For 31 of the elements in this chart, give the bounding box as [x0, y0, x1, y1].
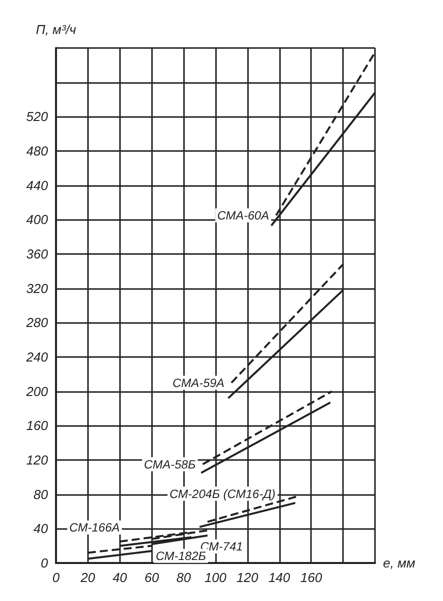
y-tick-label: 80: [34, 486, 49, 502]
series-label: СМ-166А: [69, 520, 120, 535]
y-tick-label: 40: [34, 521, 49, 536]
y-tick-label: 520: [26, 109, 49, 124]
y-tick-label: 360: [26, 246, 49, 262]
x-tick-label: 20: [80, 570, 96, 585]
x-tick-label: 80: [176, 570, 192, 585]
x-tick-label: 60: [144, 570, 160, 585]
y-axis-title: П, м³/ч: [36, 22, 76, 37]
series-label: СМА-58Б: [144, 457, 196, 472]
x-tick-label: 140: [268, 570, 291, 585]
x-tick-label: 120: [236, 570, 260, 585]
x-axis-title: е, мм: [383, 556, 416, 570]
y-tick-label: 480: [26, 144, 49, 158]
series-label: СМА-59А: [172, 376, 224, 390]
series-label: СМА-60А: [217, 208, 270, 222]
x-tick-label: 160: [300, 570, 323, 585]
series-label: СМ-204Б (СМ16-Д): [170, 486, 276, 501]
y-tick-label: 0: [40, 556, 49, 570]
y-tick-label: 320: [26, 280, 49, 296]
y-tick-label: 120: [26, 452, 49, 468]
y-tick-label: 160: [26, 418, 49, 434]
y-tick-label: 280: [25, 315, 49, 330]
y-tick-label: 240: [25, 350, 49, 364]
x-tick-label: 100: [204, 570, 228, 585]
y-tick-label: 200: [25, 384, 49, 399]
y-tick-label: 400: [26, 212, 49, 228]
y-tick-label: 440: [26, 178, 49, 193]
x-tick-label: 40: [112, 570, 128, 585]
series-label: СМ-182Б: [156, 548, 206, 563]
x-tick-label: 0: [52, 570, 60, 585]
